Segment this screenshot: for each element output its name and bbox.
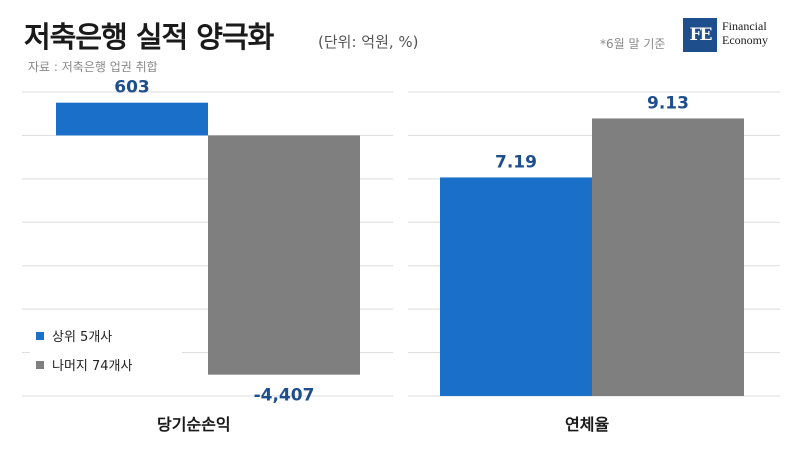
data-label-rest74: -4,407	[254, 386, 315, 406]
legend-label-rest74: 나머지 74개사	[52, 359, 133, 374]
bar-top5	[440, 177, 592, 396]
bar-rest74	[208, 135, 360, 375]
legend-label-top5: 상위 5개사	[52, 330, 113, 345]
bar-top5	[56, 102, 208, 136]
chart-title: 저축은행 실적 양극화	[24, 20, 274, 54]
date-note: *6월 말 기준	[600, 37, 666, 51]
publisher-logo-icon: FE	[683, 18, 717, 52]
x-axis-label-net-income: 당기순손익	[157, 415, 231, 434]
legend-swatch-top5	[36, 331, 44, 340]
publisher-name-line1: Financial	[722, 19, 767, 33]
legend: 상위 5개사 나머지 74개사	[30, 314, 182, 392]
unit-label: (단위: 억원, %)	[318, 33, 419, 51]
publisher-name-line2: Economy	[722, 33, 768, 47]
legend-item-top5: 상위 5개사	[36, 326, 176, 345]
legend-swatch-rest74	[36, 360, 44, 369]
data-label-top5: 603	[114, 78, 150, 98]
bar-rest74	[592, 118, 744, 396]
x-axis-label-delinquency: 연체율	[565, 415, 610, 434]
legend-item-rest74: 나머지 74개사	[36, 355, 176, 374]
data-label-top5: 7.19	[495, 152, 537, 172]
publisher-name: Financial Economy	[722, 19, 768, 47]
source-label: 자료 : 저축은행 업권 취합	[28, 60, 158, 74]
data-label-rest74: 9.13	[647, 93, 689, 113]
